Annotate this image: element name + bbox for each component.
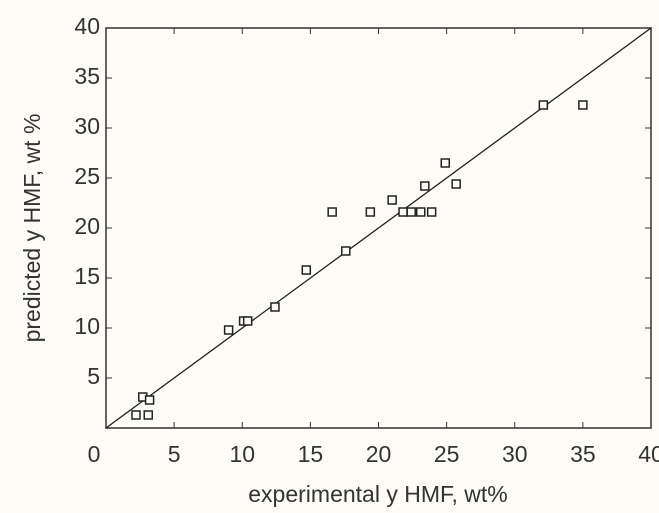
y-tick-label: 30 <box>74 113 100 139</box>
y-tick-label: 40 <box>74 13 100 39</box>
y-tick-label: 10 <box>74 313 100 339</box>
point <box>365 207 376 217</box>
point <box>143 410 153 420</box>
point <box>223 325 234 335</box>
y-tick-label: 35 <box>74 63 100 89</box>
reference-line <box>105 27 652 429</box>
y-axis-label: predicted y HMF, wt % <box>19 114 45 343</box>
point <box>341 246 351 256</box>
point <box>387 195 397 205</box>
x-tick-label: 15 <box>298 441 324 467</box>
x-tick-label: 10 <box>229 441 255 467</box>
point <box>451 179 461 189</box>
x-tick-label: 20 <box>366 441 392 467</box>
y-tick-label: 15 <box>74 263 100 289</box>
y-tick-label: 5 <box>87 363 100 389</box>
point <box>270 302 280 312</box>
x-tick-label: 40 <box>638 441 659 467</box>
x-tick-label: 0 <box>88 441 101 467</box>
point <box>144 395 155 405</box>
point <box>420 181 430 191</box>
point <box>440 158 451 168</box>
point <box>415 207 426 217</box>
x-axis-label: experimental y HMF, wt% <box>248 481 507 507</box>
x-tick-label: 5 <box>168 441 181 467</box>
point <box>426 207 437 217</box>
point <box>327 207 337 217</box>
x-tick-label: 35 <box>570 441 596 467</box>
point <box>578 100 588 110</box>
y-tick-label: 20 <box>74 213 100 239</box>
point <box>538 100 549 110</box>
x-tick-label: 25 <box>434 441 460 467</box>
point <box>406 207 416 217</box>
point <box>131 410 141 420</box>
point <box>242 316 253 326</box>
y-tick-label: 25 <box>74 163 100 189</box>
point <box>301 265 312 275</box>
x-tick-label: 30 <box>502 441 528 467</box>
point <box>398 207 408 217</box>
